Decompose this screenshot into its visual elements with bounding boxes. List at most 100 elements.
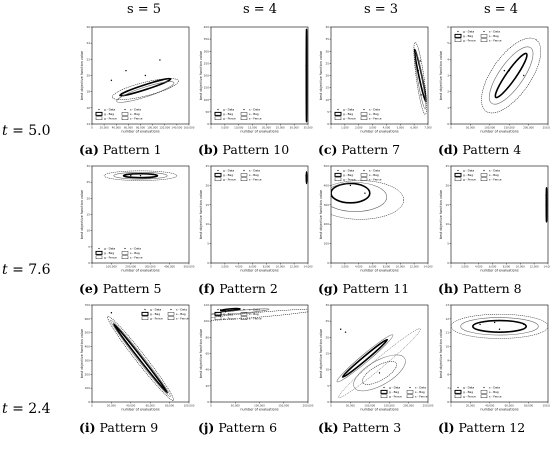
y-tick-label: 40 [205, 368, 209, 372]
legend-symbol [454, 394, 462, 399]
bag-outline [341, 338, 389, 378]
data-point [417, 69, 419, 72]
legend-symbol [124, 108, 126, 111]
y-tick-label: 5 [447, 41, 449, 45]
y-tick-label: 250 [204, 61, 210, 65]
bag-outline [331, 182, 371, 204]
legend: g - Data s - Data g - Bag s - Bag g - Fence s… [95, 247, 143, 260]
legend-symbol [170, 308, 172, 311]
y-tick-label: 25 [325, 319, 329, 323]
legend-symbol [480, 34, 488, 38]
bag-outline [110, 319, 171, 397]
x-tick-label: 4,000 [235, 265, 243, 269]
plot-frame [450, 165, 549, 264]
legend-label: g - Data [223, 108, 235, 112]
y-axis-label: best objective function value [199, 51, 203, 100]
legend-symbol [121, 255, 129, 260]
legend-symbol [457, 30, 459, 33]
y-tick-label: 6 [447, 400, 449, 404]
panel-title: Pattern 6 [214, 420, 278, 435]
legend-label: g - Data [223, 308, 235, 312]
legend-label: g - Bag [343, 173, 353, 177]
x-tick-label: 100,000 [184, 404, 195, 408]
y-tick-label: 150 [204, 86, 210, 90]
x-tick-label: 1,000 [341, 126, 349, 130]
y-tick-label: 10 [445, 222, 449, 226]
x-tick-label: 200,000 [125, 265, 136, 269]
legend-symbol [454, 172, 462, 177]
x-tick-label: 12,000 [290, 265, 299, 269]
legend-symbol [360, 173, 368, 177]
legend-label: s - Bag [176, 312, 186, 316]
data-point [420, 94, 422, 96]
legend-symbol [480, 390, 488, 394]
legend-symbol [480, 177, 488, 182]
legend-symbol [334, 172, 342, 177]
y-tick-label: 8 [447, 372, 449, 376]
chart-svg: 0 1 2 3 4 5 6 0 50,000 100,000 150,000 200,000 250,0… [439, 25, 550, 134]
y-tick-label: 400 [324, 183, 330, 187]
chart-svg: 0 5 10 15 20 25 0 2,000 4,000 6,000 8,000 10,000 12,… [199, 164, 313, 273]
y-tick-label: 5 [327, 110, 329, 114]
legend-label: g - Fence [343, 177, 356, 181]
data-point [159, 59, 161, 61]
x-axis-label: number of evaluations [480, 408, 518, 412]
legend-label: s - Fence [369, 177, 382, 181]
x-tick-label: 15,000 [248, 126, 257, 130]
panel-caption: (j) Pattern 6 [198, 420, 277, 435]
legend-label: g - Bag [150, 312, 160, 316]
legend-label: g - Data [150, 308, 162, 312]
y-tick-label: 30 [325, 49, 329, 53]
x-tick-label: 6,000 [369, 265, 377, 269]
y-tick-label: 30 [86, 164, 90, 168]
chart-panel: 0 1 2 3 4 5 6 0 50,000 100,000 150,000 200,000 250,0… [437, 24, 550, 142]
x-tick-label: 50,000 [231, 404, 240, 408]
x-tick-label: 0 [91, 126, 93, 130]
legend-label: s - Data [249, 308, 260, 312]
chart-panel: 0 5 10 15 20 25 30 35 40 0 1,000 2,000 3,000 4,000 5,0… [317, 24, 435, 142]
row-label-value: = 2.4 [7, 401, 51, 417]
y-tick-label: 300 [324, 203, 330, 207]
y-axis-label: best objective function value [80, 190, 84, 239]
x-tick-label: 14,000 [423, 265, 432, 269]
x-axis-label: number of evaluations [360, 408, 398, 412]
x-tick-label: 12,000 [530, 265, 539, 269]
plot-frame [91, 304, 190, 403]
y-tick-label: 35 [325, 37, 329, 41]
y-tick-label: 11 [445, 331, 449, 335]
legend-label: g - Data [389, 386, 401, 390]
legend-label: g - Bag [223, 173, 233, 177]
y-tick-label: 4 [447, 57, 449, 61]
legend-label: s - Data [249, 108, 260, 112]
legend-symbol [360, 177, 368, 182]
x-tick-label: 4,000 [383, 126, 391, 130]
data-point [523, 323, 525, 326]
chart-panel: 0 50 100 150 200 250 300 350 400 0 5,000 10,000 15,0… [197, 24, 315, 142]
panel-caption: (b) Pattern 10 [198, 142, 289, 157]
y-axis-label: best objective function value [319, 190, 323, 239]
x-tick-label: 140,000 [172, 126, 183, 130]
panel-title: Pattern 4 [458, 142, 522, 157]
chart-panel: 6 7 8 9 10 11 12 13 0 20,000 40,000 60,000 80,000 100… [437, 302, 550, 420]
x-tick-label: 40,000 [112, 126, 121, 130]
data-point [125, 69, 127, 72]
legend: g - Data s - Data g - Bag s - Bag g - Fence s… [454, 386, 502, 399]
x-tick-label: 500,000 [184, 265, 195, 269]
panel-letter: (b) [198, 142, 219, 157]
chart-svg: 0 5 10 15 20 25 30 35 40 0 1,000 2,000 3,000 4,000 5,0… [319, 25, 432, 134]
x-tick-label: 100,000 [484, 126, 495, 130]
legend-symbol [454, 177, 462, 182]
y-tick-label: 50 [205, 110, 209, 114]
x-tick-label: 0 [210, 404, 212, 408]
panel-title: Pattern 5 [98, 281, 162, 296]
bag-outline [353, 354, 406, 392]
legend: g - Data s - Data g - Bag s - Bag g - Fence s… [95, 108, 143, 120]
panel-caption: (d) Pattern 4 [438, 142, 521, 157]
x-tick-label: 6,000 [410, 126, 418, 130]
bag-outline [112, 323, 169, 394]
legend-symbol [144, 308, 146, 311]
x-tick-label: 3,000 [369, 126, 377, 130]
x-tick-label: 100,000 [543, 404, 550, 408]
legend-symbol [167, 316, 175, 321]
data-point [364, 192, 366, 194]
